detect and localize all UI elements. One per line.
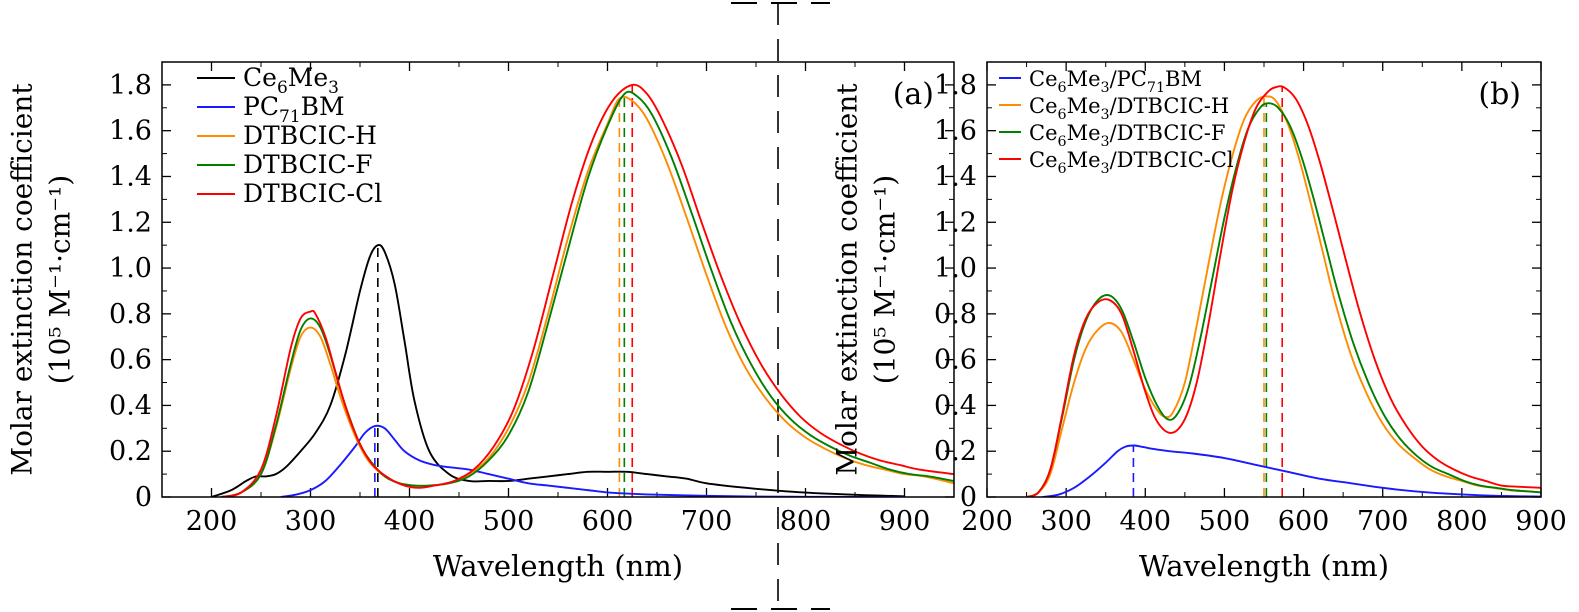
x-tick-label: 600: [582, 506, 634, 537]
legend-entry-Ce6Me3/DTBCIC-H: Ce6Me3/DTBCIC-H: [1029, 94, 1229, 123]
series-line-PC71BM: [280, 424, 905, 497]
x-tick-label: 500: [483, 506, 535, 537]
y-tick-label: 0.2: [109, 436, 152, 467]
panel-b-label: (b): [1478, 77, 1521, 112]
panel-a-y-axis-unit: (10⁵ M⁻¹·cm⁻¹): [44, 175, 77, 384]
chart-panel-b: 200 300 400 500 600 700 800 900 0 0.2 0.4 0.6 0.8 1.0…: [831, 61, 1567, 583]
y-tick-label: 0: [960, 482, 977, 513]
panel-a-y-axis-label: Molar extinction coefficient: [6, 83, 39, 476]
y-tick-label: 0.8: [934, 299, 977, 330]
y-tick-label: 0.4: [109, 390, 152, 421]
y-tick-label: 0.6: [109, 345, 152, 376]
y-tick-label: 0.2: [934, 436, 977, 467]
legend-entry-DTBCIC-F: DTBCIC-F: [243, 150, 372, 179]
y-tick-label: 0.8: [109, 299, 152, 330]
series-line-Ce6Me3/DTBCIC-Cl: [1026, 85, 1541, 497]
legend-entry-DTBCIC-H: DTBCIC-H: [243, 121, 377, 150]
y-tick-label: 1.4: [109, 161, 152, 192]
x-tick-label: 400: [1120, 506, 1172, 537]
y-tick-label: 1.2: [934, 207, 977, 238]
y-tick-label: 1.0: [109, 253, 152, 284]
y-tick-label: 0.6: [934, 345, 977, 376]
panel-b-series-lines: [1026, 85, 1541, 497]
panel-a-tick-labels: 200 300 400 500 600 700 800 900 0 0.2 0.4 0.6 0.8 1.0…: [109, 70, 930, 537]
y-tick-label: 0.4: [934, 390, 977, 421]
x-tick-label: 600: [1278, 506, 1330, 537]
series-line-Ce6Me3/PC71BM: [1042, 444, 1541, 497]
x-tick-label: 300: [285, 506, 337, 537]
panel-a-peak-markers: [374, 84, 634, 497]
panel-b-peak-markers: [1132, 87, 1284, 497]
chart-panel-a: 200 300 400 500 600 700 800 900 0 0.2 0.4 0.6 0.8 1.0…: [6, 61, 955, 583]
y-tick-label: 1.8: [934, 70, 977, 101]
legend-entry-Ce6Me3/DTBCIC-F: Ce6Me3/DTBCIC-F: [1029, 121, 1225, 150]
panel-a-axes-frame: [161, 61, 955, 498]
legend-entry-Ce6Me3/DTBCIC-Cl: Ce6Me3/DTBCIC-Cl: [1029, 148, 1234, 177]
panel-a-x-axis-label: Wavelength (nm): [433, 549, 683, 583]
x-tick-label: 800: [780, 506, 832, 537]
y-tick-label: 1.6: [934, 116, 977, 147]
y-tick-label: 1.2: [109, 207, 152, 238]
y-tick-label: 1.0: [934, 253, 977, 284]
x-tick-label: 700: [1357, 506, 1409, 537]
panel-a-series-lines: [211, 83, 954, 497]
x-tick-label: 800: [1436, 506, 1488, 537]
legend-entry-Ce6Me3: Ce6Me3: [243, 63, 339, 98]
legend-entry-Ce6Me3/PC71BM: Ce6Me3/PC71BM: [1029, 67, 1202, 96]
panel-separator: [731, 2, 830, 610]
panel-b-x-axis-label: Wavelength (nm): [1139, 549, 1389, 583]
panel-a-label: (a): [893, 77, 934, 112]
y-tick-label: 1.8: [109, 70, 152, 101]
x-tick-label: 500: [1199, 506, 1251, 537]
x-tick-label: 400: [384, 506, 436, 537]
legend-entry-PC71BM: PC71BM: [243, 92, 345, 127]
series-line-DTBCIC-Cl: [221, 83, 954, 497]
x-tick-label: 900: [1515, 506, 1567, 537]
x-tick-label: 900: [879, 506, 931, 537]
series-line-Ce6Me3/DTBCIC-F: [1026, 102, 1541, 497]
panel-b-tick-labels: 200 300 400 500 600 700 800 900 0 0.2 0.4 0.6 0.8 1.0…: [934, 70, 1567, 537]
x-tick-label: 200: [961, 506, 1013, 537]
x-tick-label: 300: [1040, 506, 1092, 537]
panel-b-y-axis-unit: (10⁵ M⁻¹·cm⁻¹): [869, 175, 902, 384]
y-tick-label: 1.4: [934, 161, 977, 192]
legend-entry-DTBCIC-Cl: DTBCIC-Cl: [243, 179, 382, 208]
panel-b-legend: Ce6Me3/PC71BMCe6Me3/DTBCIC-HCe6Me3/DTBCI…: [999, 67, 1234, 177]
panel-b-ticks: [986, 62, 1542, 498]
series-line-Ce6Me3: [211, 244, 905, 497]
y-tick-label: 0: [135, 482, 152, 513]
y-tick-label: 1.6: [109, 116, 152, 147]
x-tick-label: 700: [681, 506, 733, 537]
panel-b-axes-frame: [986, 61, 1542, 498]
series-line-Ce6Me3/DTBCIC-H: [1026, 95, 1541, 497]
series-line-DTBCIC-F: [221, 90, 954, 497]
series-line-DTBCIC-H: [221, 95, 954, 497]
panel-b-y-axis-label: Molar extinction coefficient: [831, 83, 864, 476]
x-tick-label: 200: [186, 506, 238, 537]
